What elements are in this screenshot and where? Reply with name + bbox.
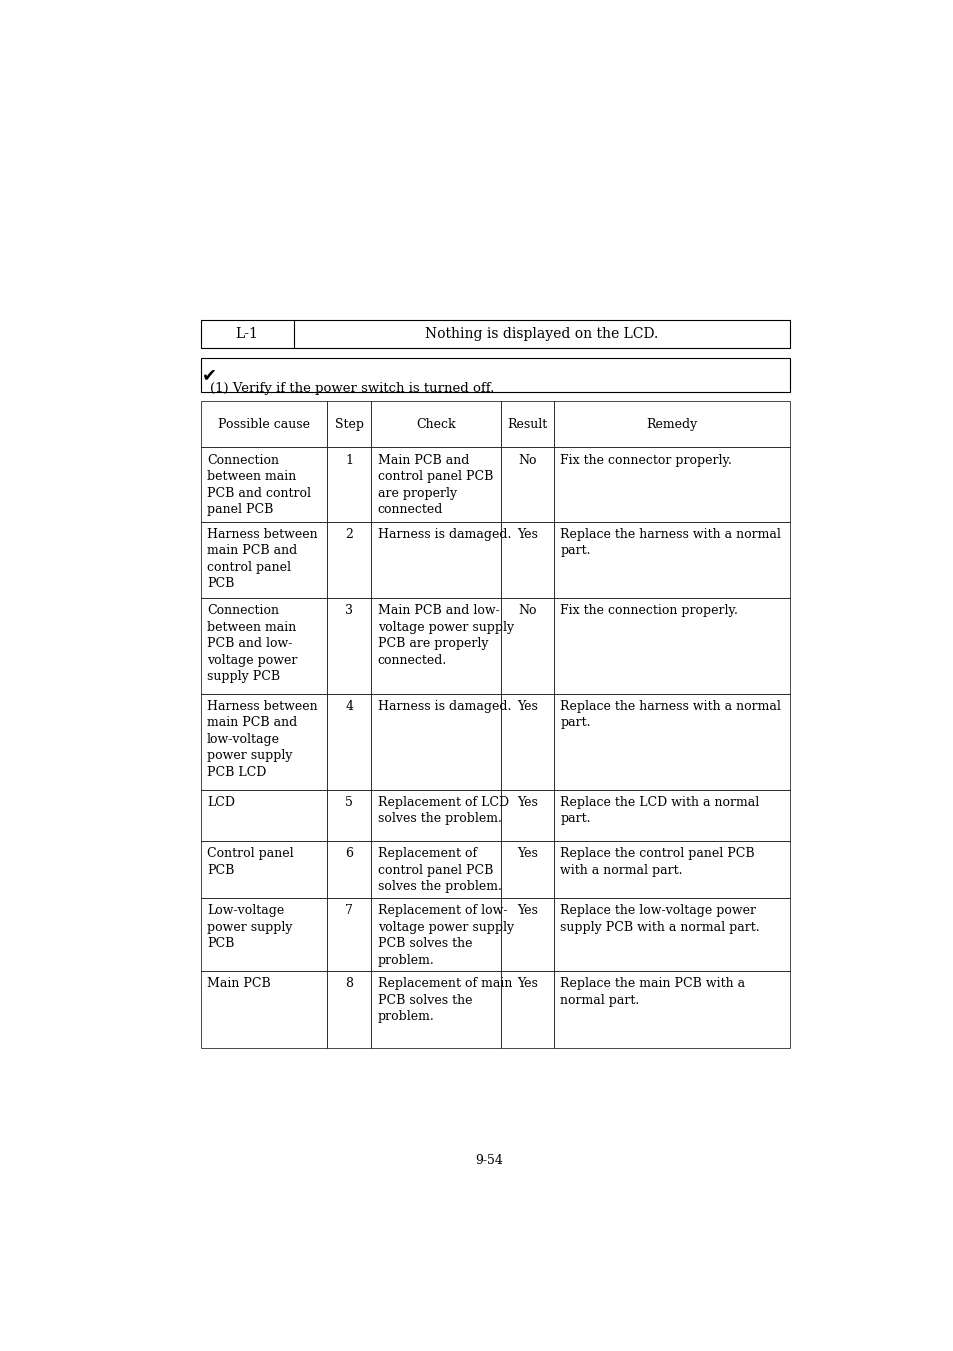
Bar (200, 694, 327, 789)
Text: 6: 6 (345, 847, 353, 861)
Bar (554, 971, 789, 1047)
Text: 8: 8 (345, 978, 353, 990)
Bar (554, 842, 789, 898)
Text: Harness between
main PCB and
low-voltage
power supply
PCB LCD: Harness between main PCB and low-voltage… (207, 700, 317, 780)
Text: ✔: ✔ (202, 366, 217, 385)
Bar (371, 447, 500, 521)
Text: Connection
between main
PCB and low-
voltage power
supply PCB: Connection between main PCB and low- vol… (207, 604, 297, 684)
Bar (200, 598, 327, 694)
Text: 4: 4 (345, 700, 353, 713)
Text: Harness between
main PCB and
control panel
PCB: Harness between main PCB and control pan… (207, 528, 317, 590)
Bar (554, 598, 789, 694)
Bar (500, 789, 554, 842)
Bar (327, 521, 371, 598)
Bar (554, 789, 789, 842)
Text: No: No (517, 604, 537, 617)
Text: Replacement of
control panel PCB
solves the problem.: Replacement of control panel PCB solves … (377, 847, 501, 893)
Bar (371, 401, 500, 447)
Bar (327, 598, 371, 694)
Bar (327, 842, 371, 898)
Bar (554, 401, 789, 447)
Text: Result: Result (507, 417, 547, 431)
Bar (554, 447, 789, 521)
Bar (327, 971, 371, 1047)
Bar (554, 898, 789, 971)
Bar (327, 447, 371, 521)
Text: Replace the low-voltage power
supply PCB with a normal part.: Replace the low-voltage power supply PCB… (559, 904, 759, 934)
Text: LCD: LCD (207, 796, 234, 809)
Text: 7: 7 (345, 904, 353, 917)
Bar (500, 971, 554, 1047)
Bar (500, 521, 554, 598)
Text: No: No (517, 454, 537, 466)
Text: L-1: L-1 (235, 327, 258, 342)
Bar (500, 447, 554, 521)
Text: Replace the LCD with a normal
part.: Replace the LCD with a normal part. (559, 796, 759, 825)
Text: Yes: Yes (517, 796, 537, 809)
Bar (327, 898, 371, 971)
Text: Check: Check (416, 417, 456, 431)
Text: 9-54: 9-54 (475, 1154, 502, 1166)
Text: 2: 2 (345, 528, 353, 540)
Bar (500, 598, 554, 694)
Text: Replacement of main
PCB solves the
problem.: Replacement of main PCB solves the probl… (377, 978, 512, 1024)
Text: Main PCB: Main PCB (207, 978, 271, 990)
Bar (554, 694, 789, 789)
Bar (200, 898, 327, 971)
Text: Possible cause: Possible cause (217, 417, 310, 431)
Text: Main PCB and low-
voltage power supply
PCB are properly
connected.: Main PCB and low- voltage power supply P… (377, 604, 514, 667)
Text: (1) Verify if the power switch is turned off.: (1) Verify if the power switch is turned… (210, 381, 494, 394)
Bar (200, 521, 327, 598)
Text: Remedy: Remedy (645, 417, 697, 431)
Text: Replacement of low-
voltage power supply
PCB solves the
problem.: Replacement of low- voltage power supply… (377, 904, 514, 967)
Text: Nothing is displayed on the LCD.: Nothing is displayed on the LCD. (424, 327, 658, 342)
Bar (200, 447, 327, 521)
Text: Yes: Yes (517, 700, 537, 713)
Text: Replace the harness with a normal
part.: Replace the harness with a normal part. (559, 700, 781, 730)
Bar (500, 898, 554, 971)
Text: Fix the connector properly.: Fix the connector properly. (559, 454, 731, 466)
Bar (371, 971, 500, 1047)
Text: Harness is damaged.: Harness is damaged. (377, 700, 511, 713)
Text: Replace the harness with a normal
part.: Replace the harness with a normal part. (559, 528, 781, 558)
Bar (371, 694, 500, 789)
Text: Connection
between main
PCB and control
panel PCB: Connection between main PCB and control … (207, 454, 311, 516)
Text: Yes: Yes (517, 978, 537, 990)
Text: Replacement of LCD
solves the problem.: Replacement of LCD solves the problem. (377, 796, 508, 825)
Bar (500, 842, 554, 898)
Bar (200, 320, 789, 349)
Text: Yes: Yes (517, 528, 537, 540)
Text: Fix the connection properly.: Fix the connection properly. (559, 604, 738, 617)
Bar (371, 842, 500, 898)
Text: Yes: Yes (517, 847, 537, 861)
Text: Harness is damaged.: Harness is damaged. (377, 528, 511, 540)
Bar (500, 694, 554, 789)
Text: Replace the control panel PCB
with a normal part.: Replace the control panel PCB with a nor… (559, 847, 754, 877)
Text: Main PCB and
control panel PCB
are properly
connected: Main PCB and control panel PCB are prope… (377, 454, 493, 516)
Bar (371, 521, 500, 598)
Bar (327, 401, 371, 447)
Bar (200, 358, 789, 392)
Bar (327, 694, 371, 789)
Text: Control panel
PCB: Control panel PCB (207, 847, 294, 877)
Text: Yes: Yes (517, 904, 537, 917)
Text: Step: Step (335, 417, 363, 431)
Text: Replace the main PCB with a
normal part.: Replace the main PCB with a normal part. (559, 978, 744, 1006)
Text: 1: 1 (345, 454, 353, 466)
Bar (371, 789, 500, 842)
Bar (200, 401, 327, 447)
Bar (371, 598, 500, 694)
Bar (327, 789, 371, 842)
Bar (500, 401, 554, 447)
Bar (200, 842, 327, 898)
Text: 3: 3 (345, 604, 353, 617)
Text: 5: 5 (345, 796, 353, 809)
Bar (371, 898, 500, 971)
Text: Low-voltage
power supply
PCB: Low-voltage power supply PCB (207, 904, 292, 950)
Bar (200, 789, 327, 842)
Bar (200, 971, 327, 1047)
Bar (554, 521, 789, 598)
